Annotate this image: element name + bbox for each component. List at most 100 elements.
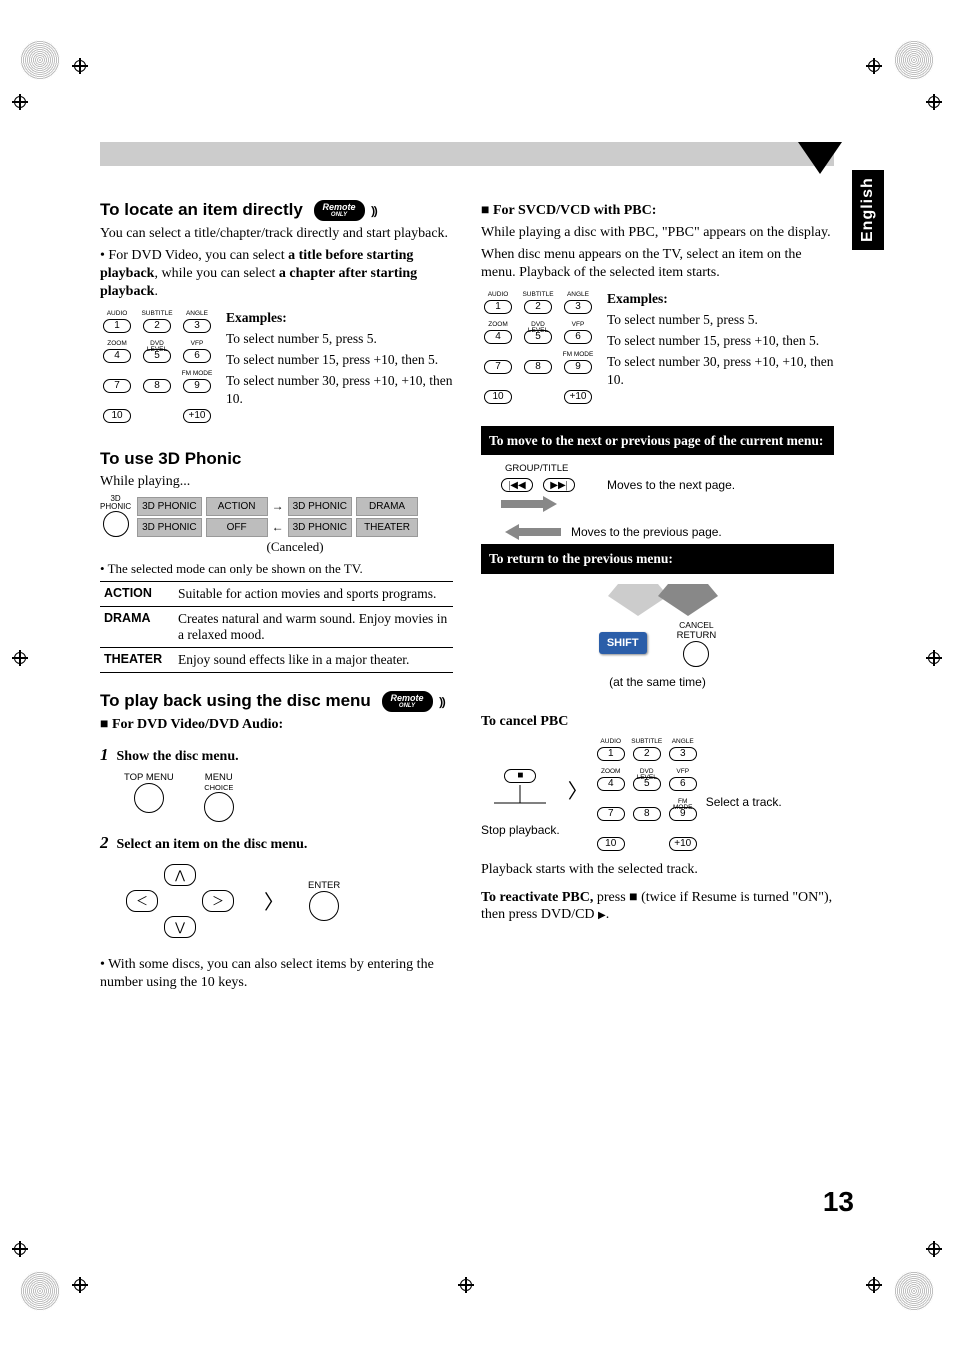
connector-icon bbox=[490, 783, 550, 823]
right-column: ■ For SVCD/VCD with PBC: While playing a… bbox=[481, 200, 834, 996]
keypad-1[interactable]: 1 bbox=[484, 300, 512, 314]
menu-button[interactable] bbox=[204, 792, 234, 822]
phonic-canceled: (Canceled) bbox=[137, 539, 453, 555]
keypad-plus10[interactable]: +10 bbox=[183, 409, 211, 423]
next-track-button[interactable]: ▶▶| bbox=[543, 478, 575, 492]
prev-track-button[interactable]: |◀◀ bbox=[501, 478, 533, 492]
step1-text: Show the disc menu. bbox=[117, 749, 239, 764]
keypad-7[interactable]: 7 bbox=[484, 360, 512, 374]
svcd-p1: While playing a disc with PBC, "PBC" app… bbox=[481, 224, 834, 242]
keypad-2[interactable]: 2 bbox=[633, 747, 661, 761]
step-2: 2Select an item on the disc menu. bbox=[100, 832, 453, 854]
menu-buttons: TOP MENU MENU CHOICE bbox=[124, 772, 453, 822]
keypad-1[interactable]: 1 bbox=[103, 319, 131, 333]
print-rosette bbox=[20, 40, 60, 80]
keypad-label-zoom: ZOOM bbox=[107, 341, 127, 348]
remote-only-badge: RemoteONLY bbox=[314, 200, 365, 221]
keypad-10[interactable]: 10 bbox=[597, 837, 625, 851]
keypad-5[interactable]: 5 bbox=[143, 349, 171, 363]
keypad-3[interactable]: 3 bbox=[564, 300, 592, 314]
page: English To locate an item directly Remot… bbox=[0, 0, 954, 1351]
registration-mark bbox=[12, 1241, 28, 1257]
registration-mark bbox=[926, 1241, 942, 1257]
keypad-5[interactable]: 5 bbox=[524, 330, 552, 344]
example-1: To select number 5, press 5. bbox=[607, 311, 834, 328]
move-page-bar: To move to the next or previous page of … bbox=[481, 426, 834, 456]
keypad-9[interactable]: 9 bbox=[669, 807, 697, 821]
return-button[interactable] bbox=[683, 641, 709, 667]
keypad-9[interactable]: 9 bbox=[183, 379, 211, 393]
keypad-6[interactable]: 6 bbox=[564, 330, 592, 344]
locate-heading: To locate an item directly RemoteONLY ⸩ bbox=[100, 200, 453, 221]
lcd-drama: DRAMA bbox=[356, 497, 418, 516]
print-rosette bbox=[20, 1271, 60, 1311]
signal-icon: ⸩ bbox=[371, 204, 377, 218]
registration-mark bbox=[866, 58, 882, 74]
keypad-plus10[interactable]: +10 bbox=[564, 390, 592, 404]
dpad-up[interactable]: ⋀ bbox=[164, 864, 196, 886]
registration-mark bbox=[458, 1277, 474, 1293]
enter-label: ENTER bbox=[308, 880, 340, 891]
mode-desc: Creates natural and warm sound. Enjoy mo… bbox=[174, 607, 453, 648]
keypad-6[interactable]: 6 bbox=[183, 349, 211, 363]
print-rosette bbox=[894, 40, 934, 80]
keypad-7[interactable]: 7 bbox=[597, 807, 625, 821]
keypad-10[interactable]: 10 bbox=[484, 390, 512, 404]
keypad-label-audio: AUDIO bbox=[107, 311, 128, 318]
keypad-4[interactable]: 4 bbox=[484, 330, 512, 344]
phonic-mode-table: ACTION Suitable for action movies and sp… bbox=[100, 581, 453, 673]
svcd-sub: ■ For SVCD/VCD with PBC: bbox=[481, 202, 834, 220]
example-3: To select number 30, press +10, +10, the… bbox=[607, 353, 834, 388]
language-tab: English bbox=[852, 170, 884, 250]
mode-label: DRAMA bbox=[100, 607, 174, 648]
keypad-1[interactable]: 1 bbox=[597, 747, 625, 761]
keypad-10[interactable]: 10 bbox=[103, 409, 131, 423]
keypad-9[interactable]: 9 bbox=[564, 360, 592, 374]
phonic-while: While playing... bbox=[100, 473, 453, 491]
registration-mark bbox=[72, 1277, 88, 1293]
mode-label: THEATER bbox=[100, 648, 174, 673]
dpad-right[interactable]: ＞ bbox=[202, 890, 234, 912]
return-menu-bar: To return to the previous menu: bbox=[481, 544, 834, 574]
same-time-note: (at the same time) bbox=[609, 675, 706, 689]
examples-heading: Examples: bbox=[607, 290, 834, 307]
dpad-down[interactable]: ⋁ bbox=[164, 916, 196, 938]
then-arrow-icon: 〉 bbox=[264, 886, 284, 915]
phonic-button[interactable] bbox=[103, 511, 129, 537]
keypad-4[interactable]: 4 bbox=[103, 349, 131, 363]
lcd-3dphonic-4: 3D PHONIC bbox=[288, 518, 352, 537]
cancel-pbc-heading: To cancel PBC bbox=[481, 713, 834, 731]
keypad-label-audio: AUDIO bbox=[488, 292, 509, 299]
remote-only-badge: RemoteONLY bbox=[382, 691, 433, 712]
topmenu-label: TOP MENU bbox=[124, 772, 174, 783]
topmenu-button[interactable] bbox=[134, 783, 164, 813]
enter-button[interactable] bbox=[309, 891, 339, 921]
arrow-right-large-icon bbox=[501, 496, 561, 512]
keypad-2[interactable]: 2 bbox=[143, 319, 171, 333]
keypad-label-subtitle: SUBTITLE bbox=[522, 292, 553, 299]
lcd-theater: THEATER bbox=[356, 518, 418, 537]
keypad-8[interactable]: 8 bbox=[633, 807, 661, 821]
registration-mark bbox=[72, 58, 88, 74]
keypad-6[interactable]: 6 bbox=[669, 777, 697, 791]
stop-button[interactable]: ■ bbox=[504, 769, 536, 783]
dpad-left[interactable]: ＜ bbox=[126, 890, 158, 912]
keypad-7[interactable]: 7 bbox=[103, 379, 131, 393]
keypad-4[interactable]: 4 bbox=[597, 777, 625, 791]
example-2: To select number 15, press +10, then 5. bbox=[607, 332, 834, 349]
phonic-btn-label-bot: PHONIC bbox=[100, 503, 131, 511]
move-page-diagram: GROUP/TITLE |◀◀ ▶▶| Moves to the next pa… bbox=[481, 455, 834, 544]
locate-heading-text: To locate an item directly bbox=[100, 200, 303, 219]
keypad-3[interactable]: 3 bbox=[669, 747, 697, 761]
keypad-8[interactable]: 8 bbox=[143, 379, 171, 393]
locate-bullet: • For DVD Video, you can select a title … bbox=[100, 247, 453, 301]
keypad-2[interactable]: 2 bbox=[524, 300, 552, 314]
shift-button[interactable]: SHIFT bbox=[599, 632, 647, 654]
svcd-examples: Examples: To select number 5, press 5. T… bbox=[607, 288, 834, 404]
keypad-8[interactable]: 8 bbox=[524, 360, 552, 374]
keypad-5[interactable]: 5 bbox=[633, 777, 661, 791]
keypad-plus10[interactable]: +10 bbox=[669, 837, 697, 851]
cancel-pbc-diagram: ■ Stop playback. 〉 AUDIO1 SUBTITLE2 ANGL… bbox=[481, 735, 834, 851]
keypad-3[interactable]: 3 bbox=[183, 319, 211, 333]
step-1: 1Show the disc menu. bbox=[100, 744, 453, 766]
